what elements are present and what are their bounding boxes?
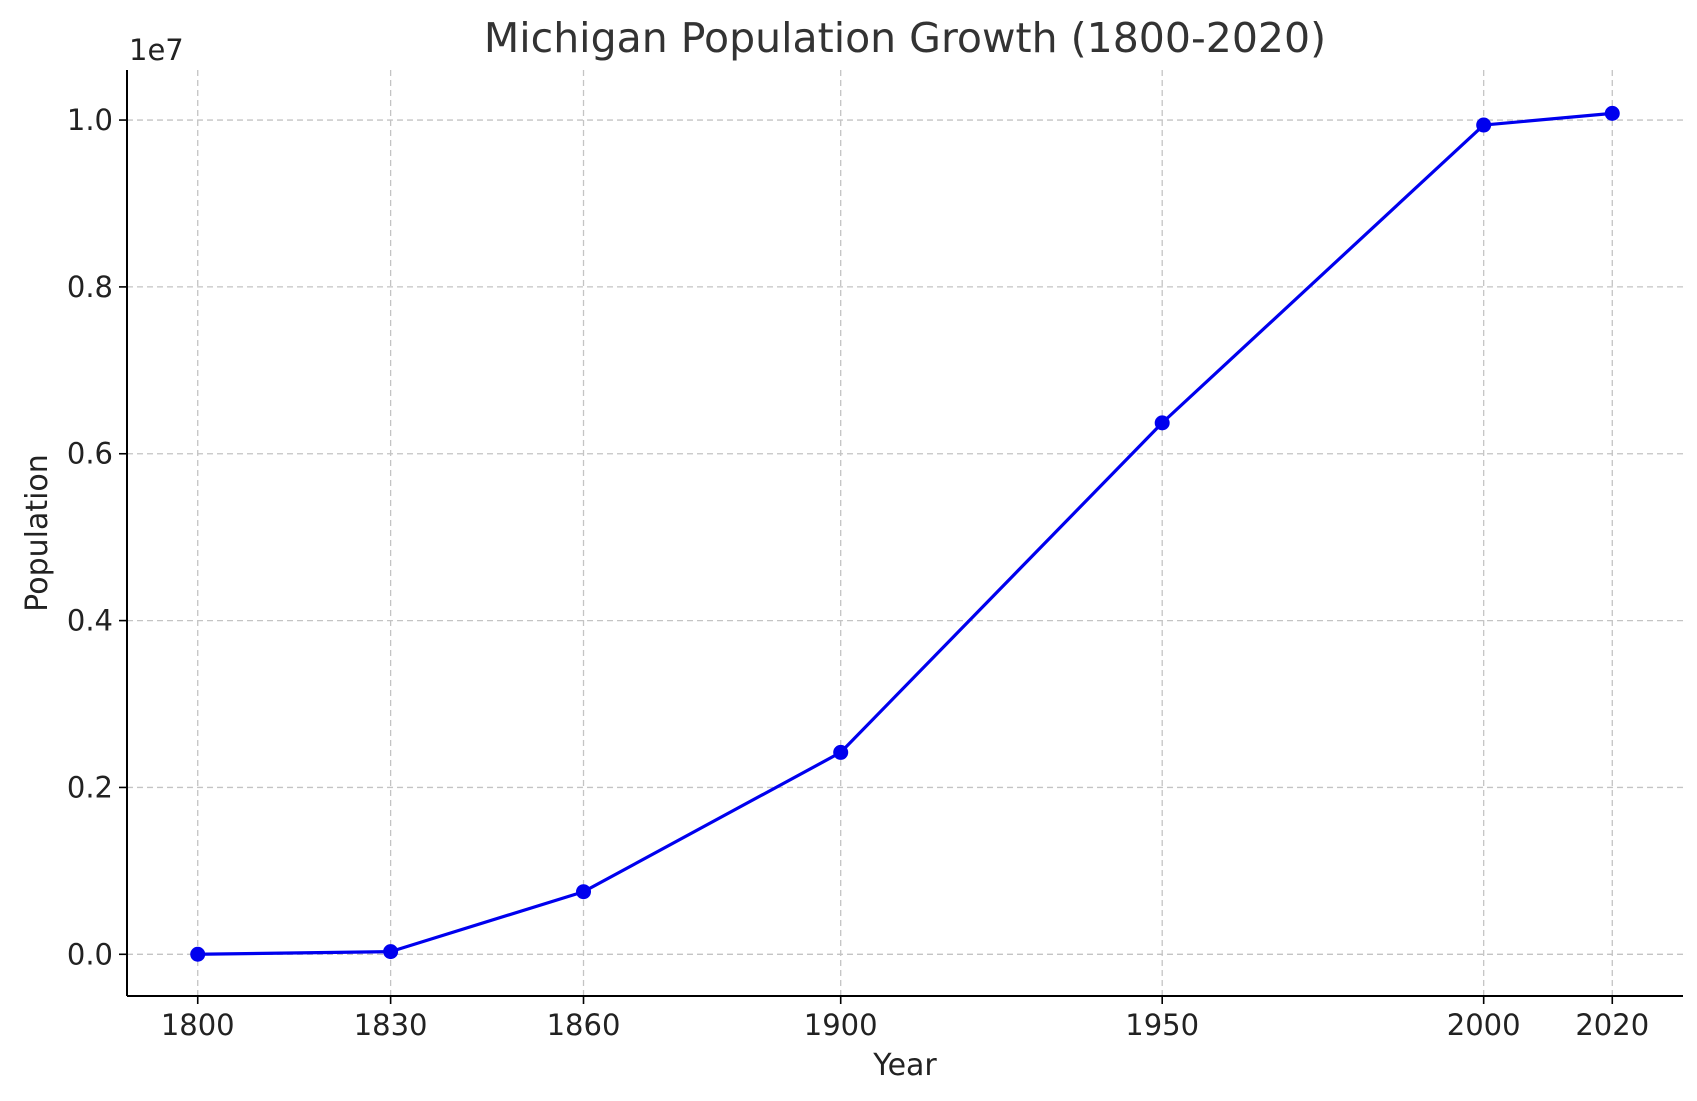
axis-ticks: 1800 1830 1860 1900 1950 2000 2020 0.0 0.2 0.4 0.6…: [67, 103, 1649, 1042]
y-tick-label: 0.0: [67, 937, 113, 971]
y-axis-offset-label: 1e7: [129, 33, 184, 67]
y-tick-label: 0.6: [67, 437, 113, 471]
x-axis-label: Year: [872, 1048, 937, 1083]
chart-title: Michigan Population Growth (1800-2020): [484, 14, 1326, 62]
x-tick-label: 1830: [354, 1008, 428, 1042]
series-layer: [190, 105, 1620, 962]
y-tick-label: 1.0: [67, 103, 113, 137]
y-tick-label: 0.2: [67, 770, 113, 804]
x-tick-label: 1800: [161, 1008, 235, 1042]
data-point-marker: [1154, 415, 1170, 431]
x-tick-label: 1860: [547, 1008, 621, 1042]
data-point-marker: [1604, 105, 1620, 121]
data-point-marker: [383, 944, 399, 960]
series-line: [197, 111, 1613, 956]
axes-spines: [126, 70, 1683, 997]
data-point-marker: [190, 946, 206, 962]
x-tick-label: 1950: [1125, 1008, 1199, 1042]
y-tick-label: 0.8: [67, 270, 113, 304]
data-point-marker: [576, 884, 592, 900]
grid-lines: [127, 70, 1683, 996]
y-tick-label: 0.4: [67, 604, 113, 638]
x-tick-label: 2020: [1575, 1008, 1649, 1042]
x-tick-label: 2000: [1447, 1008, 1521, 1042]
x-tick-label: 1900: [804, 1008, 878, 1042]
data-point-marker: [833, 744, 849, 760]
y-axis-label: Population: [20, 454, 55, 612]
data-point-marker: [1476, 117, 1492, 133]
